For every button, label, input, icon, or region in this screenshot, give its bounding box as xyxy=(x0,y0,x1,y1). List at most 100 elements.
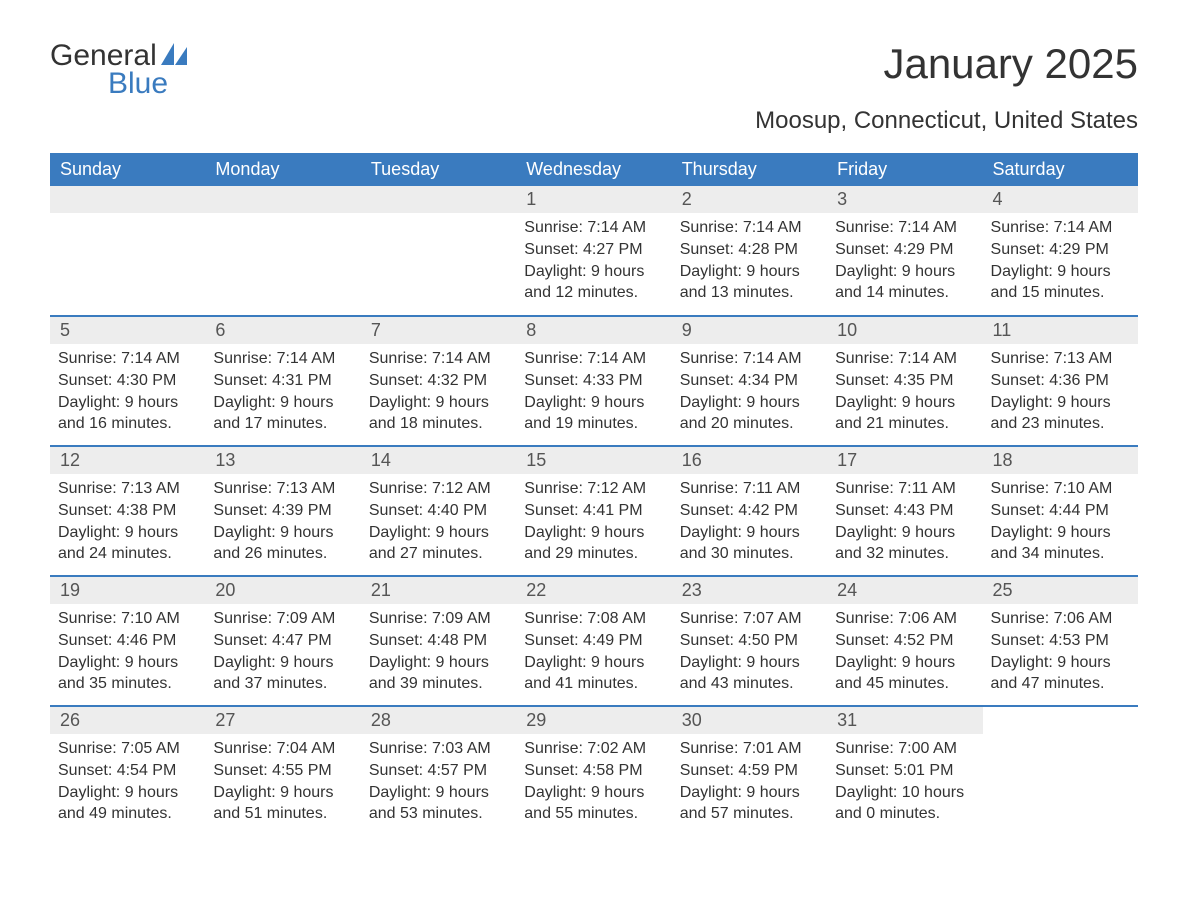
day-number: 12 xyxy=(50,447,205,474)
calendar-day-cell: 4Sunrise: 7:14 AMSunset: 4:29 PMDaylight… xyxy=(983,186,1138,316)
day-details: Sunrise: 7:09 AMSunset: 4:48 PMDaylight:… xyxy=(361,604,516,704)
day-number: 7 xyxy=(361,317,516,344)
day-details: Sunrise: 7:13 AMSunset: 4:36 PMDaylight:… xyxy=(983,344,1138,444)
calendar-day-cell: 23Sunrise: 7:07 AMSunset: 4:50 PMDayligh… xyxy=(672,576,827,706)
day-details: Sunrise: 7:05 AMSunset: 4:54 PMDaylight:… xyxy=(50,734,205,834)
calendar-week-row: 26Sunrise: 7:05 AMSunset: 4:54 PMDayligh… xyxy=(50,706,1138,836)
day-number: 16 xyxy=(672,447,827,474)
calendar-day-cell: 3Sunrise: 7:14 AMSunset: 4:29 PMDaylight… xyxy=(827,186,982,316)
calendar-day-cell: 8Sunrise: 7:14 AMSunset: 4:33 PMDaylight… xyxy=(516,316,671,446)
calendar-day-cell xyxy=(205,186,360,316)
calendar-day-cell: 29Sunrise: 7:02 AMSunset: 4:58 PMDayligh… xyxy=(516,706,671,836)
day-details: Sunrise: 7:14 AMSunset: 4:31 PMDaylight:… xyxy=(205,344,360,444)
calendar-header-cell: Monday xyxy=(205,153,360,186)
calendar-week-row: 19Sunrise: 7:10 AMSunset: 4:46 PMDayligh… xyxy=(50,576,1138,706)
day-number: 9 xyxy=(672,317,827,344)
calendar-week-row: 5Sunrise: 7:14 AMSunset: 4:30 PMDaylight… xyxy=(50,316,1138,446)
calendar-day-cell: 28Sunrise: 7:03 AMSunset: 4:57 PMDayligh… xyxy=(361,706,516,836)
day-number: 17 xyxy=(827,447,982,474)
day-number: 31 xyxy=(827,707,982,734)
calendar-day-cell: 22Sunrise: 7:08 AMSunset: 4:49 PMDayligh… xyxy=(516,576,671,706)
calendar-day-cell: 5Sunrise: 7:14 AMSunset: 4:30 PMDaylight… xyxy=(50,316,205,446)
day-details: Sunrise: 7:12 AMSunset: 4:40 PMDaylight:… xyxy=(361,474,516,574)
day-details: Sunrise: 7:14 AMSunset: 4:34 PMDaylight:… xyxy=(672,344,827,444)
logo: General Blue xyxy=(50,40,187,99)
day-number: 8 xyxy=(516,317,671,344)
calendar-day-cell: 12Sunrise: 7:13 AMSunset: 4:38 PMDayligh… xyxy=(50,446,205,576)
day-details: Sunrise: 7:14 AMSunset: 4:29 PMDaylight:… xyxy=(983,213,1138,313)
calendar-header-cell: Saturday xyxy=(983,153,1138,186)
day-number: 1 xyxy=(516,186,671,213)
day-number: 13 xyxy=(205,447,360,474)
day-number: 24 xyxy=(827,577,982,604)
day-details: Sunrise: 7:09 AMSunset: 4:47 PMDaylight:… xyxy=(205,604,360,704)
day-details: Sunrise: 7:04 AMSunset: 4:55 PMDaylight:… xyxy=(205,734,360,834)
day-number: 27 xyxy=(205,707,360,734)
calendar-day-cell xyxy=(50,186,205,316)
day-number: 6 xyxy=(205,317,360,344)
day-details: Sunrise: 7:13 AMSunset: 4:38 PMDaylight:… xyxy=(50,474,205,574)
calendar-header-cell: Sunday xyxy=(50,153,205,186)
day-number: 30 xyxy=(672,707,827,734)
calendar-day-cell: 26Sunrise: 7:05 AMSunset: 4:54 PMDayligh… xyxy=(50,706,205,836)
calendar-day-cell: 16Sunrise: 7:11 AMSunset: 4:42 PMDayligh… xyxy=(672,446,827,576)
day-number: 26 xyxy=(50,707,205,734)
logo-sail-icon xyxy=(161,43,187,65)
day-number: 23 xyxy=(672,577,827,604)
calendar-day-cell: 6Sunrise: 7:14 AMSunset: 4:31 PMDaylight… xyxy=(205,316,360,446)
day-details: Sunrise: 7:07 AMSunset: 4:50 PMDaylight:… xyxy=(672,604,827,704)
day-details: Sunrise: 7:14 AMSunset: 4:33 PMDaylight:… xyxy=(516,344,671,444)
page-title: January 2025 xyxy=(883,40,1138,88)
day-details: Sunrise: 7:00 AMSunset: 5:01 PMDaylight:… xyxy=(827,734,982,834)
calendar-day-cell: 18Sunrise: 7:10 AMSunset: 4:44 PMDayligh… xyxy=(983,446,1138,576)
calendar-day-cell: 27Sunrise: 7:04 AMSunset: 4:55 PMDayligh… xyxy=(205,706,360,836)
day-number: 5 xyxy=(50,317,205,344)
day-details: Sunrise: 7:11 AMSunset: 4:42 PMDaylight:… xyxy=(672,474,827,574)
calendar-week-row: 12Sunrise: 7:13 AMSunset: 4:38 PMDayligh… xyxy=(50,446,1138,576)
calendar-day-cell: 14Sunrise: 7:12 AMSunset: 4:40 PMDayligh… xyxy=(361,446,516,576)
day-details: Sunrise: 7:14 AMSunset: 4:30 PMDaylight:… xyxy=(50,344,205,444)
calendar-day-cell: 11Sunrise: 7:13 AMSunset: 4:36 PMDayligh… xyxy=(983,316,1138,446)
calendar-day-cell: 1Sunrise: 7:14 AMSunset: 4:27 PMDaylight… xyxy=(516,186,671,316)
calendar-day-cell: 19Sunrise: 7:10 AMSunset: 4:46 PMDayligh… xyxy=(50,576,205,706)
calendar-header-cell: Tuesday xyxy=(361,153,516,186)
day-number: 18 xyxy=(983,447,1138,474)
day-details: Sunrise: 7:10 AMSunset: 4:46 PMDaylight:… xyxy=(50,604,205,704)
day-number: 10 xyxy=(827,317,982,344)
calendar-day-cell: 13Sunrise: 7:13 AMSunset: 4:39 PMDayligh… xyxy=(205,446,360,576)
calendar-day-cell: 2Sunrise: 7:14 AMSunset: 4:28 PMDaylight… xyxy=(672,186,827,316)
day-number-empty xyxy=(50,186,205,213)
day-details: Sunrise: 7:14 AMSunset: 4:35 PMDaylight:… xyxy=(827,344,982,444)
day-number-empty xyxy=(205,186,360,213)
day-number: 2 xyxy=(672,186,827,213)
calendar-day-cell: 24Sunrise: 7:06 AMSunset: 4:52 PMDayligh… xyxy=(827,576,982,706)
day-details: Sunrise: 7:14 AMSunset: 4:32 PMDaylight:… xyxy=(361,344,516,444)
calendar-day-cell: 25Sunrise: 7:06 AMSunset: 4:53 PMDayligh… xyxy=(983,576,1138,706)
calendar-header-cell: Thursday xyxy=(672,153,827,186)
day-details: Sunrise: 7:10 AMSunset: 4:44 PMDaylight:… xyxy=(983,474,1138,574)
day-number: 22 xyxy=(516,577,671,604)
calendar-day-cell: 20Sunrise: 7:09 AMSunset: 4:47 PMDayligh… xyxy=(205,576,360,706)
day-number-empty xyxy=(361,186,516,213)
day-details: Sunrise: 7:14 AMSunset: 4:28 PMDaylight:… xyxy=(672,213,827,313)
location-subtitle: Moosup, Connecticut, United States xyxy=(50,107,1138,135)
calendar-day-cell: 10Sunrise: 7:14 AMSunset: 4:35 PMDayligh… xyxy=(827,316,982,446)
calendar-header-row: SundayMondayTuesdayWednesdayThursdayFrid… xyxy=(50,153,1138,186)
day-number: 15 xyxy=(516,447,671,474)
day-details: Sunrise: 7:13 AMSunset: 4:39 PMDaylight:… xyxy=(205,474,360,574)
day-number: 11 xyxy=(983,317,1138,344)
day-number: 28 xyxy=(361,707,516,734)
calendar-day-cell: 21Sunrise: 7:09 AMSunset: 4:48 PMDayligh… xyxy=(361,576,516,706)
calendar-day-cell: 30Sunrise: 7:01 AMSunset: 4:59 PMDayligh… xyxy=(672,706,827,836)
day-details: Sunrise: 7:03 AMSunset: 4:57 PMDaylight:… xyxy=(361,734,516,834)
day-number: 4 xyxy=(983,186,1138,213)
day-number: 29 xyxy=(516,707,671,734)
calendar-day-cell xyxy=(361,186,516,316)
day-details: Sunrise: 7:02 AMSunset: 4:58 PMDaylight:… xyxy=(516,734,671,834)
day-details: Sunrise: 7:11 AMSunset: 4:43 PMDaylight:… xyxy=(827,474,982,574)
calendar-day-cell: 15Sunrise: 7:12 AMSunset: 4:41 PMDayligh… xyxy=(516,446,671,576)
day-details: Sunrise: 7:06 AMSunset: 4:53 PMDaylight:… xyxy=(983,604,1138,704)
calendar-day-cell: 17Sunrise: 7:11 AMSunset: 4:43 PMDayligh… xyxy=(827,446,982,576)
calendar-header-cell: Friday xyxy=(827,153,982,186)
day-number: 3 xyxy=(827,186,982,213)
